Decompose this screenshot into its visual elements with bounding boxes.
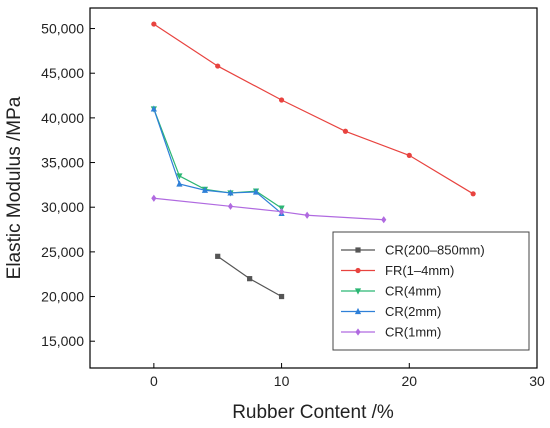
y-tick-label: 25,000: [41, 244, 84, 260]
data-point: [215, 253, 221, 259]
legend-label: CR(200–850mm): [385, 243, 485, 258]
data-point: [406, 152, 412, 158]
data-point: [355, 247, 361, 253]
series-line: [153, 108, 282, 214]
legend-item: CR(2mm): [341, 304, 441, 319]
data-point: [355, 267, 361, 274]
y-tick-label: 35,000: [41, 155, 84, 171]
data-point: [215, 63, 221, 69]
data-point: [470, 191, 476, 197]
series-2: [151, 21, 476, 197]
y-tick-label: 20,000: [41, 289, 84, 305]
data-point: [355, 328, 361, 336]
x-tick-label: 30: [529, 373, 545, 389]
data-point: [354, 288, 362, 295]
x-axis-label: Rubber Content /%: [232, 402, 394, 423]
axis-ticks: 0 10 20 30 15,000 20,000 25,000 30,000 35,000 40,…: [41, 21, 545, 389]
y-tick-label: 30,000: [41, 199, 84, 215]
data-point: [304, 211, 310, 219]
legend-item: CR(200–850mm): [341, 243, 485, 258]
series-5: [151, 194, 387, 224]
data-point: [176, 180, 183, 187]
data-point: [227, 202, 234, 210]
y-tick-label: 45,000: [41, 65, 84, 81]
legend-label: FR(1–4mm): [385, 263, 454, 278]
data-point: [150, 105, 157, 112]
data-point: [354, 307, 362, 315]
legend-item: CR(1mm): [341, 325, 441, 340]
y-tick-label: 50,000: [41, 21, 84, 37]
data-point: [247, 276, 253, 282]
legend-label: CR(1mm): [385, 325, 441, 340]
data-point: [252, 188, 260, 195]
series-layer: [150, 21, 476, 300]
data-point: [278, 293, 285, 300]
legend: CR(200–850mm) FR(1–4mm) CR(4mm) CR(2mm) CR(1…: [332, 231, 530, 351]
data-point: [342, 128, 349, 134]
data-point: [278, 97, 285, 103]
data-point: [381, 216, 387, 224]
data-point: [278, 208, 285, 216]
data-point: [201, 186, 209, 193]
data-point: [151, 21, 157, 27]
y-tick-label: 40,000: [41, 110, 84, 126]
legend-label: CR(4mm): [385, 284, 441, 299]
series-1: [215, 253, 285, 300]
y-axis-label: Elastic Modulus /MPa: [4, 96, 25, 279]
data-point: [227, 189, 234, 196]
x-tick-label: 20: [401, 373, 417, 389]
series-line: [153, 23, 474, 195]
legend-item: CR(4mm): [341, 284, 441, 299]
legend-item: FR(1–4mm): [341, 263, 454, 278]
data-point: [176, 173, 183, 180]
x-tick-label: 10: [274, 373, 290, 389]
data-point: [151, 194, 157, 202]
y-tick-label: 15,000: [41, 333, 84, 349]
legend-label: CR(2mm): [385, 304, 441, 319]
x-tick-label: 0: [150, 373, 158, 389]
